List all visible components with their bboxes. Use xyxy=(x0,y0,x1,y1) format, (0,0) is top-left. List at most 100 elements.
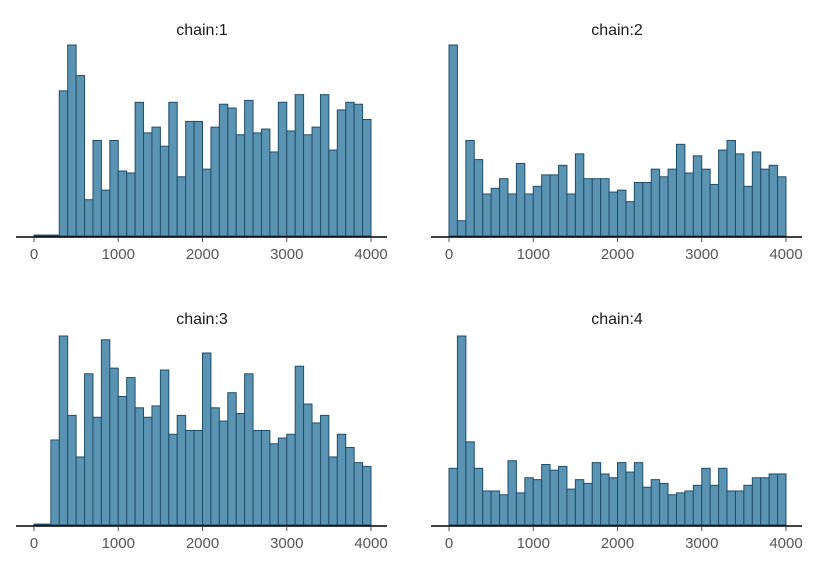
histogram-panel-1: chain:1 0 1000 2000 3000 4000 xyxy=(16,22,388,263)
histogram-bar xyxy=(218,420,229,526)
bars xyxy=(448,335,787,526)
x-tick-label: 1000 xyxy=(102,535,135,552)
histogram-bar xyxy=(608,191,619,237)
x-tick-label: 1000 xyxy=(102,246,135,263)
histogram-bar xyxy=(151,126,161,237)
histogram-bar xyxy=(286,433,296,526)
histogram-bar xyxy=(345,101,355,237)
histogram-bar xyxy=(92,416,102,526)
histogram-bar xyxy=(345,447,355,526)
histogram-bar xyxy=(33,234,43,237)
histogram-bar xyxy=(168,101,178,237)
histogram-panel-4: chain:4 0 1000 2000 3000 4000 xyxy=(431,311,803,552)
histogram-bar xyxy=(473,159,484,237)
x-tick-label: 0 xyxy=(445,535,453,552)
x-tick-label: 3000 xyxy=(685,535,718,552)
histogram-bar xyxy=(617,189,627,237)
x-tick-label: 1000 xyxy=(517,535,550,552)
histogram-bar xyxy=(294,94,305,237)
histogram-bar xyxy=(193,120,204,237)
histogram-bar xyxy=(311,126,321,237)
x-tick-label: 1000 xyxy=(517,246,550,263)
histogram-bar xyxy=(524,193,534,237)
histogram-bar xyxy=(109,367,119,526)
histogram-bar xyxy=(33,523,43,526)
histogram-bar xyxy=(58,335,69,526)
histogram-bar xyxy=(84,373,94,526)
histogram-bar xyxy=(566,488,576,526)
histogram-bar xyxy=(269,443,279,526)
histogram-bar xyxy=(143,416,153,526)
histogram-bar xyxy=(777,176,787,237)
histogram-bar xyxy=(210,126,220,237)
histogram-bar xyxy=(701,168,711,237)
histogram-bar xyxy=(558,465,568,526)
histogram-bar xyxy=(277,437,288,526)
histogram-bar xyxy=(176,414,187,526)
histogram-bar xyxy=(50,234,60,237)
histogram-bar xyxy=(499,494,509,526)
histogram-bar xyxy=(202,352,212,526)
histogram-bar xyxy=(227,392,237,526)
histogram-bar xyxy=(617,462,627,526)
histogram-bar xyxy=(353,462,364,526)
histogram-bar xyxy=(109,140,119,237)
histogram-bar xyxy=(650,168,661,237)
bars xyxy=(33,335,372,526)
histogram-bar xyxy=(362,465,372,526)
histogram-bar xyxy=(583,482,593,526)
histogram-bar xyxy=(532,185,543,237)
histogram-bar xyxy=(143,132,153,237)
histogram-bar xyxy=(482,490,492,526)
histogram-bar xyxy=(515,492,526,526)
histogram-bar xyxy=(608,477,619,526)
histogram-bar xyxy=(591,462,602,526)
histogram-bar xyxy=(202,168,212,237)
histogram-bar xyxy=(566,193,576,237)
histogram-bar xyxy=(210,407,220,526)
histogram-bar xyxy=(600,473,610,526)
x-tick-label: 4000 xyxy=(354,246,387,263)
histogram-bar xyxy=(659,176,669,237)
histogram-bar xyxy=(650,479,661,526)
histogram-bar xyxy=(92,140,102,237)
x-tick-label: 2000 xyxy=(601,246,634,263)
histogram-bar xyxy=(185,120,195,237)
x-tick-label: 0 xyxy=(445,246,453,263)
histogram-bar xyxy=(319,414,330,526)
histogram-bar xyxy=(633,182,644,237)
histogram-bar xyxy=(709,183,720,237)
histogram-bar xyxy=(244,373,254,526)
histogram-bar xyxy=(58,90,69,237)
histogram-bar xyxy=(760,168,770,237)
histogram-bar xyxy=(701,467,711,526)
histogram-bar xyxy=(768,164,779,237)
histogram-bar xyxy=(328,456,338,526)
histogram-bar xyxy=(675,143,686,237)
histogram-bar xyxy=(684,490,694,526)
histogram-bar xyxy=(303,134,313,237)
x-tick-label: 4000 xyxy=(354,535,387,552)
panel-title: chain:1 xyxy=(176,22,228,39)
histogram-bar xyxy=(84,199,94,237)
x-tick-label: 3000 xyxy=(270,246,303,263)
histogram-bar xyxy=(218,103,229,237)
x-tick-label: 4000 xyxy=(769,535,802,552)
histogram-bar xyxy=(507,460,517,526)
histogram-bar xyxy=(67,414,77,526)
histogram-bar xyxy=(456,220,467,237)
histogram-bar xyxy=(311,422,321,526)
histogram-bar xyxy=(499,178,509,237)
x-tick-label: 0 xyxy=(30,246,38,263)
histogram-bar xyxy=(151,405,161,526)
histogram-bar xyxy=(362,118,372,237)
histogram-bar xyxy=(353,103,364,237)
histogram-bar xyxy=(532,479,543,526)
histogram-bar xyxy=(667,494,677,526)
panel-title: chain:2 xyxy=(591,22,643,39)
histogram-bar xyxy=(456,335,467,526)
histogram-bar xyxy=(549,469,560,526)
histogram-bar xyxy=(760,477,770,526)
histogram-bar xyxy=(67,44,77,237)
